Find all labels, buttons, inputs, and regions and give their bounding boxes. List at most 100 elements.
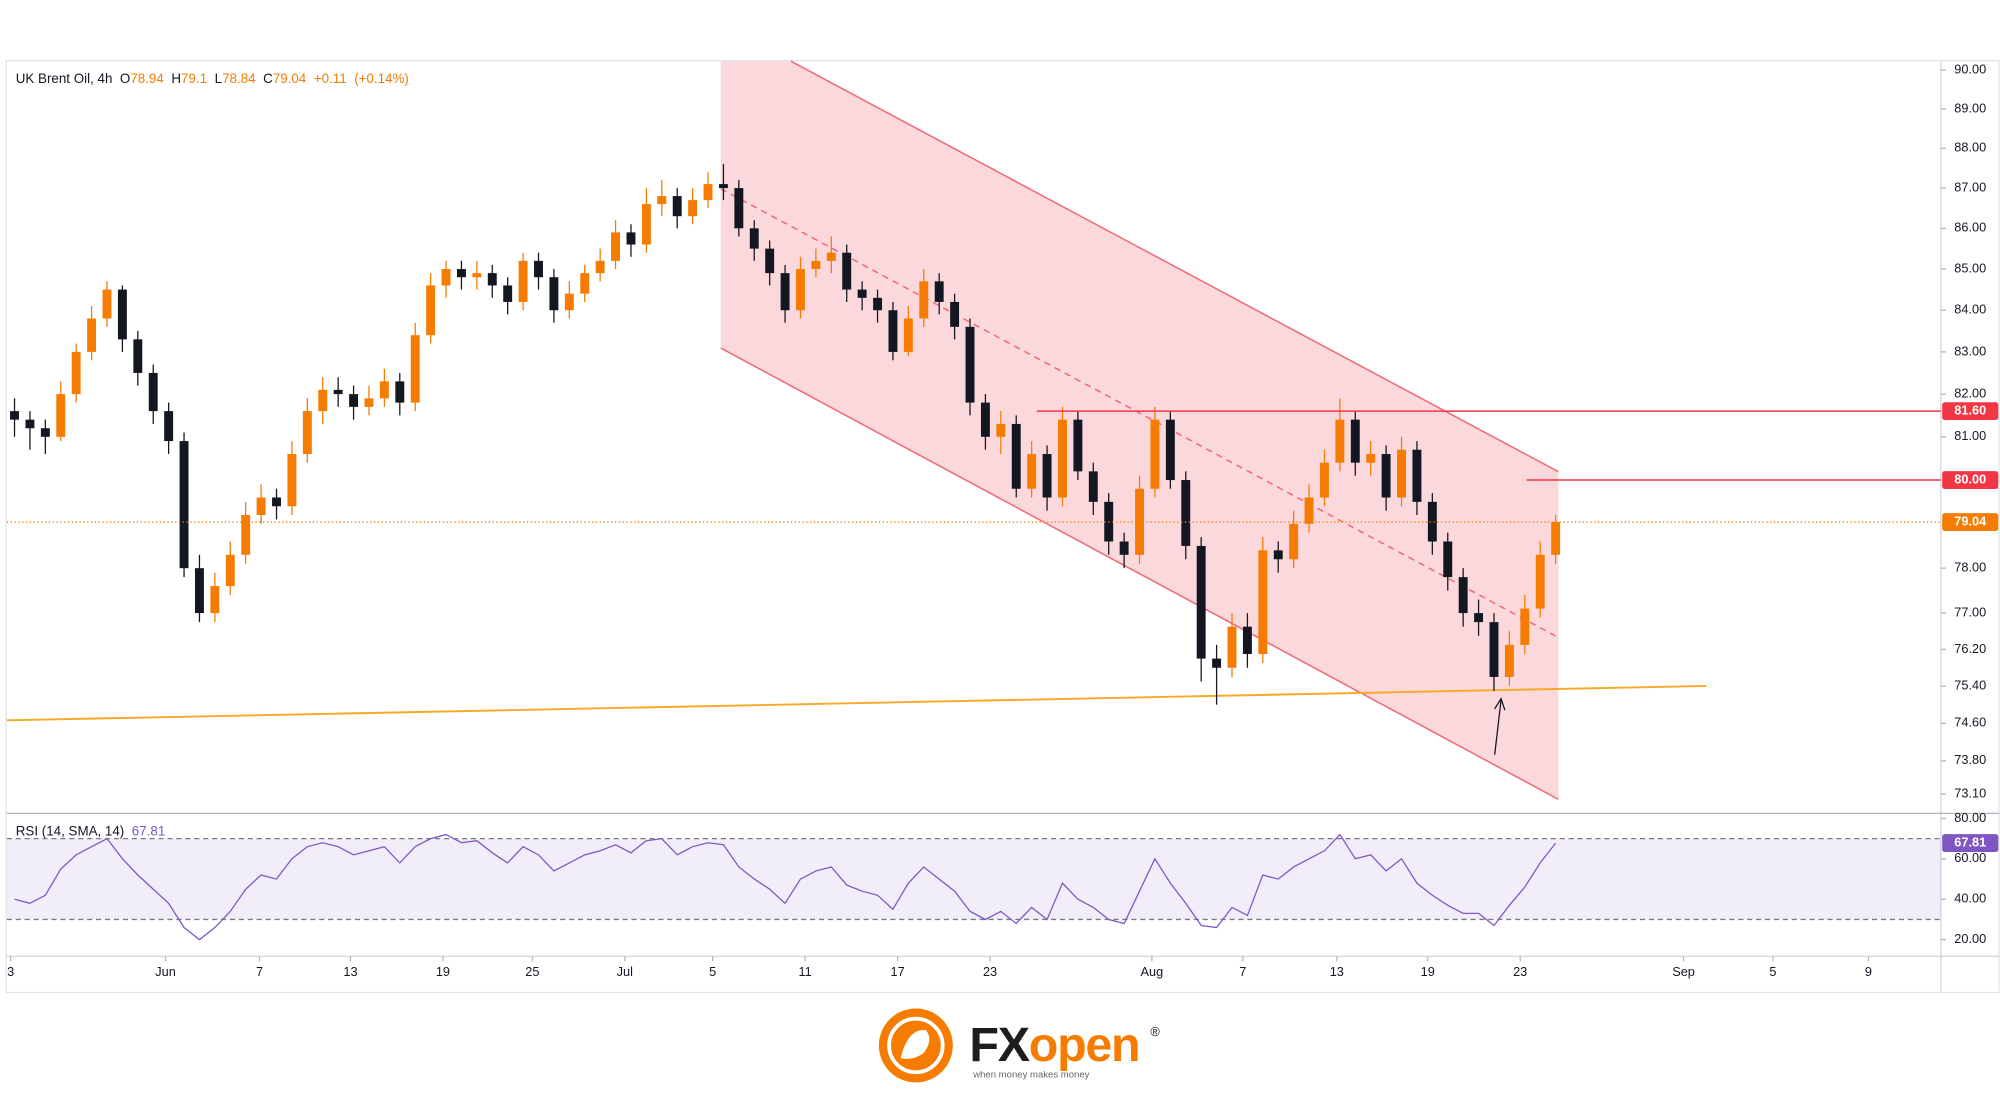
candle-body — [194, 568, 204, 614]
rsi-y-tick-label: 60.00 — [1954, 850, 1986, 865]
candle-body — [611, 232, 621, 261]
candle-body — [873, 297, 883, 311]
rsi-header: RSI (14, SMA, 14) 67.81 — [16, 823, 166, 838]
candle-body — [148, 372, 158, 412]
plot — [10, 164, 1561, 705]
candle-body — [503, 285, 513, 302]
candle-body — [857, 289, 867, 298]
logo-icon-ring — [887, 1016, 945, 1075]
last-price-label: 79.04 — [1954, 513, 1987, 528]
candle-body — [780, 273, 790, 311]
candle-body — [318, 389, 328, 412]
candle-body — [1042, 454, 1052, 498]
candle-body — [903, 318, 913, 352]
x-tick-label: 7 — [1239, 964, 1246, 979]
candle-body — [71, 351, 81, 395]
y-tick-label: 90.00 — [1954, 61, 1986, 76]
ohlc-prefix: O — [120, 71, 130, 86]
candle-body — [1119, 541, 1129, 555]
rsi-y-tick-label: 20.00 — [1954, 931, 1986, 946]
candle-body — [1273, 550, 1283, 560]
candle-body — [395, 381, 405, 403]
candle-body — [1335, 419, 1345, 463]
x-tick-label: 3 — [7, 964, 14, 979]
level-box — [1942, 471, 1999, 489]
candle-body — [1289, 523, 1299, 560]
rsi-y-tick-label: 40.00 — [1954, 891, 1986, 906]
x-tick-label: Jul — [617, 964, 633, 979]
x-tick-label: 5 — [709, 964, 716, 979]
x-tick-label: 5 — [1769, 964, 1776, 979]
channel-fill — [720, 61, 1559, 800]
candle-body — [919, 281, 929, 319]
x-tick-label: 9 — [1865, 964, 1872, 979]
candle-body — [1489, 622, 1499, 677]
candle-body — [302, 411, 312, 455]
chart-title: UK Brent Oil, 4h — [16, 71, 113, 86]
x-tick-label: Aug — [1141, 964, 1164, 979]
candle-body — [1427, 501, 1437, 542]
candle-body — [179, 441, 189, 569]
x-tick-label: 11 — [798, 964, 811, 979]
candle-body — [888, 310, 898, 352]
candle-body — [718, 184, 728, 189]
y-tick-label: 87.00 — [1954, 179, 1986, 194]
candle-body — [349, 394, 359, 407]
candle-body — [1350, 419, 1360, 463]
rsi-line — [14, 833, 1557, 941]
candle-body — [1535, 554, 1545, 609]
candle-body — [87, 318, 97, 352]
rsi-title: RSI (14, SMA, 14) — [16, 823, 125, 838]
ohlc-value: 79.04 — [273, 71, 307, 86]
rsi-band — [6, 838, 1941, 920]
brand-fx: FX — [969, 1018, 1029, 1072]
candle-body — [1397, 449, 1406, 498]
candle-body — [534, 260, 543, 278]
y-tick-label: 83.00 — [1954, 343, 1986, 358]
y-tick-label: 78.00 — [1954, 560, 1986, 575]
x-tick-label: 13 — [343, 964, 357, 979]
candle-body — [580, 273, 590, 294]
y-tick-label: 85.00 — [1954, 260, 1986, 275]
candle-body — [410, 335, 420, 403]
support-line — [6, 684, 1707, 722]
channel-lower — [720, 347, 1559, 801]
level-label: 80.00 — [1954, 471, 1986, 486]
candle-body — [287, 454, 297, 507]
ohlc-value: 78.84 — [222, 71, 256, 86]
channel-upper — [790, 60, 1559, 473]
ohlc-prefix: H — [171, 71, 181, 86]
candle-body — [25, 419, 35, 429]
candle-body — [934, 281, 944, 302]
candle-body — [1258, 550, 1268, 655]
candle-body — [765, 248, 775, 274]
candle-body — [379, 381, 389, 399]
candle-body — [1412, 449, 1422, 502]
y-tick-label: 73.80 — [1954, 752, 1986, 767]
arrow — [1494, 699, 1502, 755]
change-pct: (+0.14%) — [354, 71, 409, 86]
chart-frame — [5, 59, 2000, 994]
chart-header: UK Brent Oil, 4h O78.94 H79.1 L78.84 C79… — [16, 71, 409, 86]
candle-body — [950, 301, 960, 327]
candle-body — [472, 273, 482, 278]
candle-body — [487, 273, 497, 286]
y-tick-label: 75.40 — [1954, 678, 1986, 693]
x-tick-label: 17 — [890, 964, 904, 979]
candle-body — [40, 428, 50, 437]
candle-body — [1304, 497, 1314, 524]
channel-mid — [720, 188, 1559, 639]
candle-body — [1227, 626, 1237, 668]
y-tick-label: 73.10 — [1954, 785, 1986, 800]
y-tick-label: 77.00 — [1954, 604, 1986, 619]
candle-body — [441, 269, 451, 286]
candle-body — [1443, 541, 1453, 578]
y-tick-label: 81.00 — [1954, 428, 1986, 443]
candle-body — [734, 188, 744, 229]
candle-body — [133, 339, 143, 373]
candle-body — [1088, 471, 1098, 502]
candle-body — [688, 200, 698, 217]
candle-body — [564, 293, 574, 311]
candle-body — [595, 260, 605, 274]
y-tick-label: 84.00 — [1954, 302, 1986, 317]
